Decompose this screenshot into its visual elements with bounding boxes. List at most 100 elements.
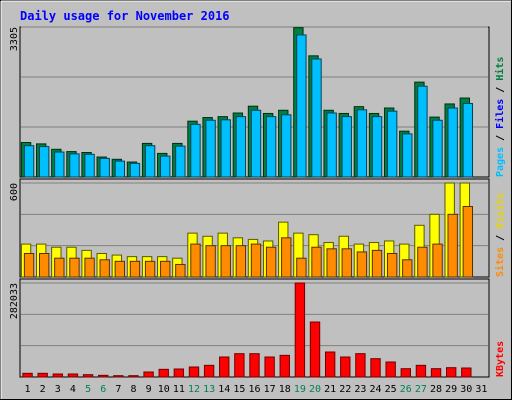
hits-files-pages-panel: 3305 Pages / Files / Hits [9,26,506,178]
day-label-9: 9 [146,384,152,395]
sites-bar-day-2 [39,253,50,278]
files-bar-day-8 [129,162,141,178]
sites-bar-day-20 [311,246,322,278]
files-bar-day-16 [250,109,262,178]
day-label-30: 30 [460,384,472,395]
kbytes-bar-day-6 [98,374,109,378]
files-bar-day-13 [205,119,216,178]
kbytes-panel: 282033 KBytes [9,278,506,378]
day-label-24: 24 [370,384,382,395]
day-label-26: 26 [400,384,412,395]
day-label-16: 16 [248,384,260,395]
sites-bar-day-21 [326,248,337,278]
files-bar-day-14 [220,119,231,178]
sites-bar-day-27 [417,246,428,278]
kbytes-bar-day-11 [173,368,185,378]
files-bar-day-2 [39,146,50,178]
hits-files-pages-ymax-label: 3305 [9,27,20,51]
day-label-10: 10 [158,384,170,395]
files-bar-day-20 [311,58,322,178]
day-label-6: 6 [100,384,106,395]
sites-bar-day-28 [432,243,443,278]
kbytes-bar-day-23 [355,353,366,378]
legend-separator-3: / [495,229,506,247]
day-label-27: 27 [415,384,427,395]
sites-bar-day-13 [205,245,216,278]
day-label-18: 18 [279,384,291,395]
visits-sites-ymax-label: 600 [9,183,20,201]
sites-bar-day-12 [190,243,201,278]
sites-bar-day-7 [114,260,126,278]
files-bar-day-29 [447,107,458,178]
kbytes-bar-day-7 [113,375,124,378]
sites-bar-day-18 [281,237,292,278]
files-bar-day-1 [23,145,35,178]
legend-separator-1: / [495,129,506,147]
sites-bar-day-24 [371,249,383,278]
kbytes-bar-day-12 [188,366,200,378]
day-label-29: 29 [445,384,457,395]
kbytes-bar-day-15 [234,353,245,378]
sites-bar-day-10 [160,260,171,278]
visits-sites-bars [20,182,473,278]
day-label-19: 19 [294,384,306,395]
files-bar-day-11 [175,145,186,178]
kbytes-bar-day-13 [203,364,215,378]
chart-title: Daily usage for November 2016 [20,9,230,23]
kbytes-bar-day-20 [309,321,321,378]
day-label-1: 1 [25,384,31,395]
files-bar-day-26 [402,133,413,178]
sites-bar-day-29 [447,213,458,278]
kbytes-bar-day-18 [279,354,290,378]
day-label-5: 5 [85,384,91,395]
sites-bar-day-25 [386,253,398,278]
day-label-25: 25 [385,384,397,395]
files-bar-day-3 [54,151,65,178]
files-bar-day-30 [462,102,473,178]
kbytes-bar-day-17 [264,356,275,378]
kbytes-legend: KBytes [495,341,506,377]
sites-bar-day-23 [356,251,368,278]
sites-bar-day-26 [402,259,413,278]
kbytes-bar-day-4 [67,373,79,378]
day-label-14: 14 [218,384,230,395]
files-bar-day-21 [326,112,337,178]
day-label-21: 21 [324,384,336,395]
sites-bar-day-3 [54,257,65,278]
kbytes-bar-day-27 [415,364,427,378]
day-label-23: 23 [354,384,366,395]
visits-sites-legend: Sites / Visits [494,193,506,277]
kbytes-bar-day-25 [385,361,396,378]
sites-bar-day-17 [265,246,277,278]
kbytes-bar-day-3 [52,373,64,378]
day-label-11: 11 [173,384,185,395]
legend-hits: Hits [494,57,506,81]
sites-bar-day-5 [84,257,95,278]
files-bar-day-18 [281,114,292,178]
day-label-4: 4 [70,384,76,395]
sites-bar-day-11 [175,263,186,278]
day-label-20: 20 [309,384,321,395]
files-bar-day-27 [417,85,428,178]
day-label-13: 13 [203,384,215,395]
legend-pages: Pages [495,147,506,177]
kbytes-bar-day-2 [37,372,48,378]
day-label-7: 7 [115,384,121,395]
kbytes-bar-day-26 [400,368,411,378]
day-label-15: 15 [233,384,245,395]
sites-bar-day-1 [23,253,35,278]
kbytes-bar-day-29 [445,367,457,378]
hits-files-pages-bars [20,27,473,178]
sites-bar-day-22 [341,248,352,278]
sites-bar-day-14 [220,245,231,278]
day-label-17: 17 [264,384,276,395]
kbytes-bar-day-8 [128,375,139,378]
kbytes-bar-day-9 [143,371,154,378]
day-label-12: 12 [188,384,200,395]
visits-sites-panel: 600 Sites / Visits [9,178,506,278]
kbytes-bar-day-24 [370,358,381,378]
kbytes-bar-day-28 [430,368,442,378]
files-bar-day-17 [265,116,277,178]
kbytes-ymax-label: 282033 [9,283,20,319]
